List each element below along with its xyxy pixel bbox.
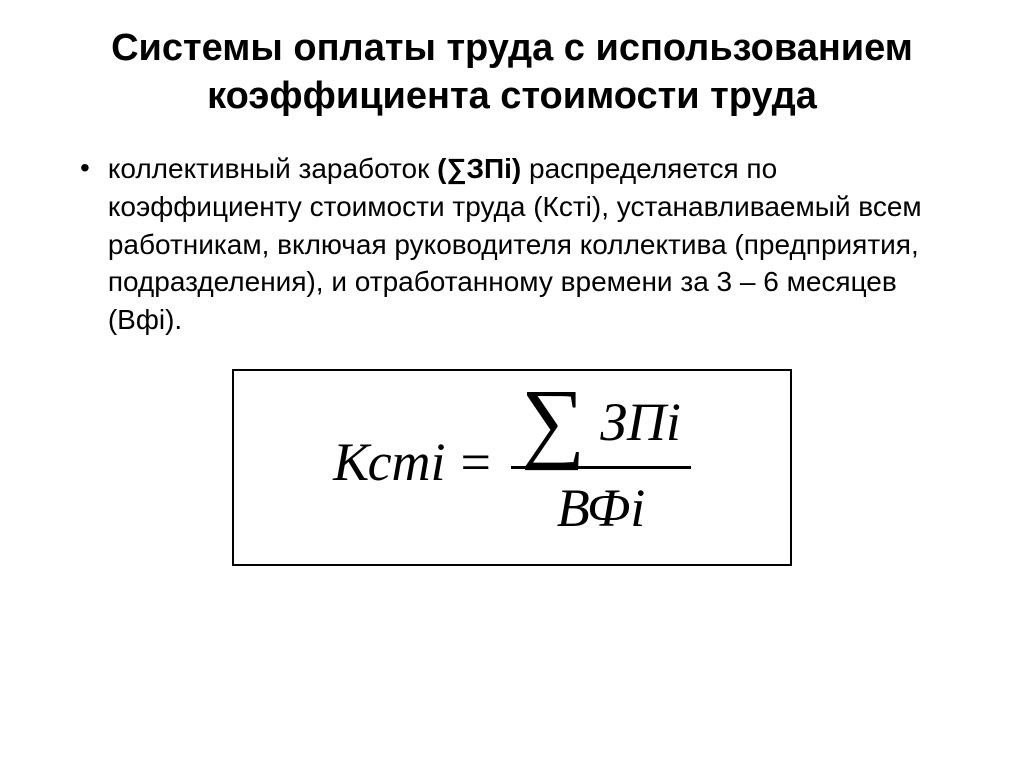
denominator: ВФi [557, 469, 646, 539]
bullet-item: • коллективный заработок (∑ЗПi) распреде… [60, 150, 964, 339]
sigma-symbol: ∑ [521, 386, 585, 458]
body-paragraph: коллективный заработок (∑ЗПi) распределя… [108, 150, 964, 339]
numerator-text: ЗПi [600, 391, 681, 453]
formula-lhs: Кстi [333, 431, 445, 493]
equals-sign: = [461, 431, 491, 493]
bold-segment: (∑ЗПi) [437, 153, 521, 184]
formula-box: Кстi = ∑ ЗПi ВФi [232, 369, 792, 566]
text-segment: коллективный заработок [108, 153, 437, 184]
fraction: ∑ ЗПi ВФi [511, 386, 691, 539]
slide-title: Системы оплаты труда с использованием ко… [60, 25, 964, 120]
bullet-marker: • [80, 150, 90, 186]
numerator: ∑ ЗПi [511, 386, 691, 466]
